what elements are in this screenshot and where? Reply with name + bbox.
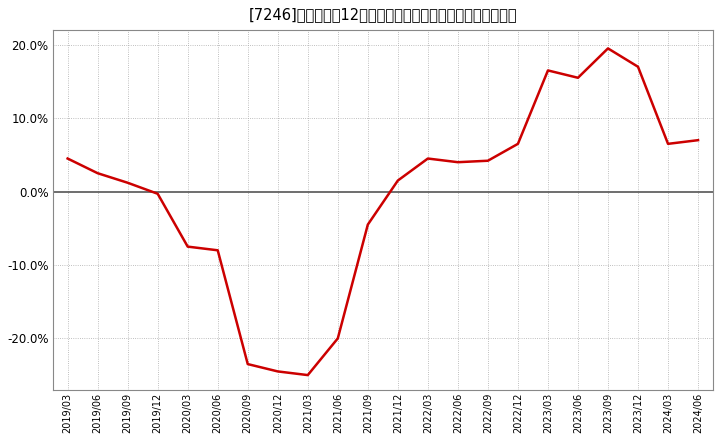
Title: [7246]　売上高の12か月移動合計の対前年同期増減率の推移: [7246] 売上高の12か月移動合計の対前年同期増減率の推移 — [248, 7, 517, 22]
